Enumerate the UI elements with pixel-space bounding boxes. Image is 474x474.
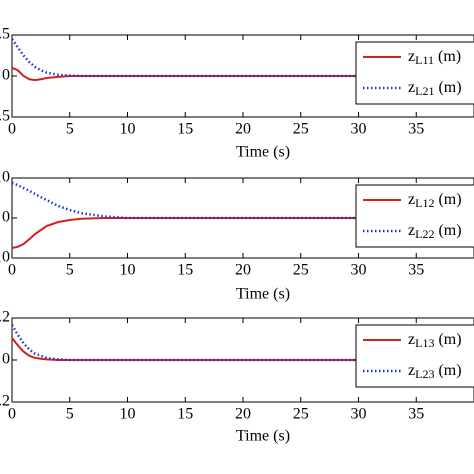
legend-label: zL13 (m) [408, 331, 462, 350]
y-tick-label: 0.2 [0, 309, 10, 326]
x-tick-label: 30 [351, 121, 367, 138]
x-tick-label: 35 [408, 406, 424, 423]
y-tick-label: -0.2 [0, 393, 10, 410]
legend-box [355, 324, 474, 388]
x-tick-label: 15 [177, 262, 193, 279]
x-tick-label: 25 [293, 262, 309, 279]
x-tick-label: 10 [120, 406, 136, 423]
series-line [11, 181, 474, 220]
x-tick-label: 20 [235, 406, 251, 423]
x-tick-label: 5 [66, 121, 74, 138]
x-tick-label: 5 [66, 406, 74, 423]
legend-box [355, 184, 474, 248]
legend-label: zL12 (m) [408, 191, 462, 210]
series-line [10, 38, 474, 78]
x-tick-label: 15 [177, 406, 193, 423]
legend-label: zL22 (m) [408, 222, 462, 241]
y-tick-label: 0 [2, 351, 10, 368]
y-tick-label: 0 [2, 67, 10, 84]
x-tick-label: 30 [351, 262, 367, 279]
y-tick-label: -10 [0, 249, 10, 266]
x-tick-label: 20 [235, 262, 251, 279]
x-axis-label: Time (s) [236, 428, 290, 445]
x-tick-label: 35 [408, 262, 424, 279]
y-tick-label: 0 [2, 209, 10, 226]
x-tick-label: 10 [120, 262, 136, 279]
series-line [10, 324, 474, 362]
x-tick-label: 30 [351, 406, 367, 423]
legend-label: zL11 (m) [408, 48, 461, 67]
legend-box [355, 41, 474, 105]
y-tick-label: -0.5 [0, 108, 10, 125]
x-tick-label: 15 [177, 121, 193, 138]
x-tick-label: 5 [66, 262, 74, 279]
x-tick-label: 10 [120, 121, 136, 138]
x-tick-label: 25 [293, 406, 309, 423]
x-axis-label: Time (s) [236, 144, 290, 161]
x-axis-label: Time (s) [236, 286, 290, 303]
legend-label: zL21 (m) [408, 79, 462, 98]
y-tick-label: 0.5 [0, 26, 10, 43]
y-tick-label: 10 [0, 169, 10, 186]
x-tick-label: 0 [8, 406, 16, 423]
x-tick-label: 0 [8, 121, 16, 138]
x-tick-label: 25 [293, 121, 309, 138]
x-tick-label: 20 [235, 121, 251, 138]
x-tick-label: 35 [408, 121, 424, 138]
legend-label: zL23 (m) [408, 362, 462, 381]
x-tick-label: 0 [8, 262, 16, 279]
